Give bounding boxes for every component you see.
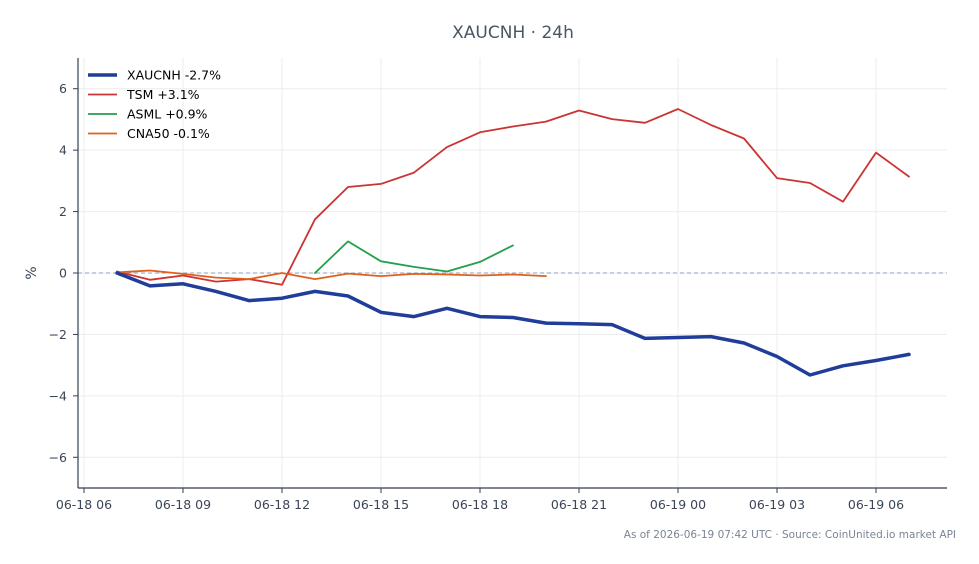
legend-label: TSM +3.1% [126,87,200,102]
footer-source: As of 2026-06-19 07:42 UTC · Source: Coi… [624,529,956,541]
series-layer [115,108,911,377]
x-tick-label: 06-19 03 [749,497,805,512]
x-tick-label: 06-18 12 [254,497,310,512]
x-tick-label: 06-19 06 [848,497,904,512]
legend-label: XAUCNH -2.7% [127,68,221,83]
x-axis-ticks: 06-18 06 06-18 09 06-18 12 06-18 15 06-18 18… [56,488,904,512]
y-tick-label: 2 [59,204,67,219]
x-tick-label: 06-18 15 [353,497,409,512]
y-axis-label: % [24,266,40,279]
legend: XAUCNH -2.7% TSM +3.1% ASML +0.9% CNA50 -0.… [88,68,221,141]
y-tick-label: 6 [59,81,67,96]
y-tick-label: −6 [49,450,67,465]
y-tick-label: −4 [49,388,67,403]
x-tick-label: 06-18 18 [452,497,508,512]
x-tick-label: 06-18 06 [56,497,112,512]
y-tick-label: 4 [59,143,67,158]
x-tick-label: 06-19 00 [650,497,706,512]
x-tick-label: 06-18 09 [155,497,211,512]
x-tick-label: 06-18 21 [551,497,607,512]
series-line-tsm [116,108,910,286]
legend-label: ASML +0.9% [127,107,208,122]
y-tick-label: 0 [59,266,67,281]
chart-title: XAUCNH · 24h [452,23,574,43]
series-line-xaucnh [115,271,911,377]
y-axis-ticks: −6 −4 −2 0 2 4 6 [49,81,78,465]
series-line-cna50 [116,269,547,281]
y-tick-label: −2 [49,327,67,342]
series-line-asml [314,240,514,274]
legend-label: CNA50 -0.1% [127,126,210,141]
